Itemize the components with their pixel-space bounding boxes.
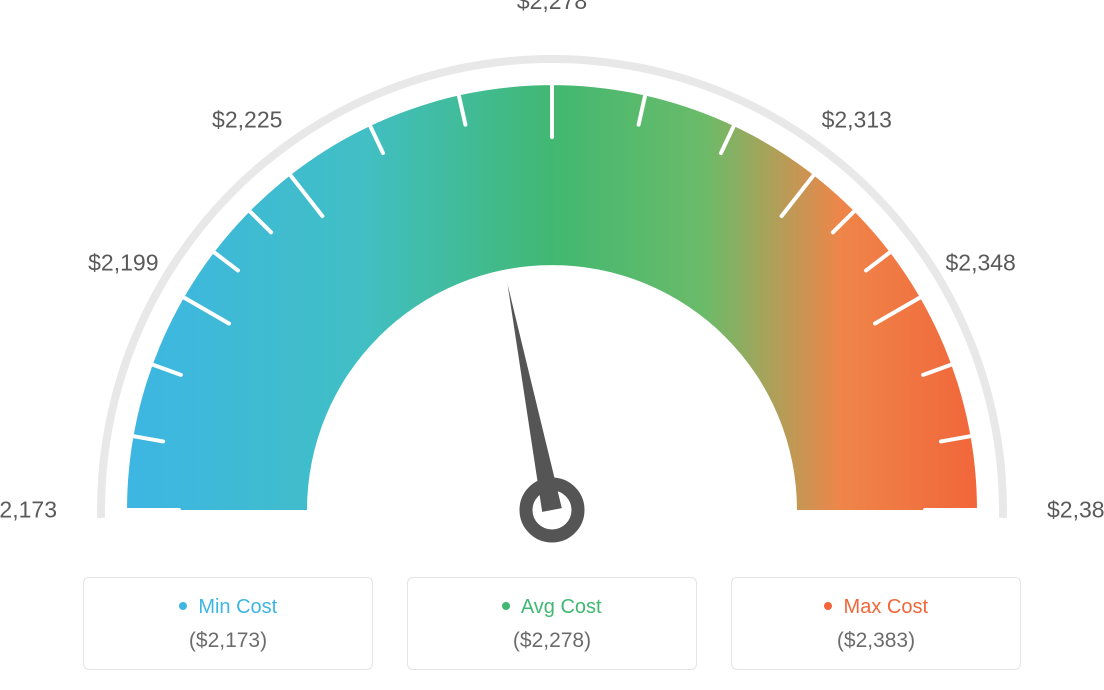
legend-avg-label: Avg Cost	[521, 596, 602, 618]
gauge-tick-label: $2,348	[945, 249, 1015, 276]
legend-max-value: ($2,383)	[742, 629, 1010, 653]
gauge-tick-label: $2,173	[0, 497, 57, 524]
legend-max-label: Max Cost	[844, 596, 928, 618]
legend-card-avg: Avg Cost ($2,278)	[407, 577, 697, 670]
legend-max-title: Max Cost	[742, 596, 1010, 619]
legend-min-value: ($2,173)	[94, 629, 362, 653]
gauge-tick-label: $2,278	[517, 0, 587, 15]
legend-avg-value: ($2,278)	[418, 629, 686, 653]
legend-row: Min Cost ($2,173) Avg Cost ($2,278) Max …	[83, 577, 1021, 670]
legend-card-max: Max Cost ($2,383)	[731, 577, 1021, 670]
dot-avg	[502, 602, 510, 610]
gauge-tick-label: $2,225	[212, 106, 282, 133]
gauge-tick-label: $2,313	[822, 106, 892, 133]
gauge-tick-label: $2,199	[88, 249, 158, 276]
dot-max	[824, 602, 832, 610]
gauge-svg	[62, 50, 1042, 570]
dot-min	[179, 602, 187, 610]
legend-min-label: Min Cost	[198, 596, 277, 618]
legend-avg-title: Avg Cost	[418, 596, 686, 619]
legend-card-min: Min Cost ($2,173)	[83, 577, 373, 670]
legend-min-title: Min Cost	[94, 596, 362, 619]
gauge-tick-label: $2,383	[1047, 497, 1104, 524]
cost-gauge-chart: $2,173 $2,199 $2,225 $2,278 $2,313 $2,348 $2,3…	[0, 0, 1104, 560]
